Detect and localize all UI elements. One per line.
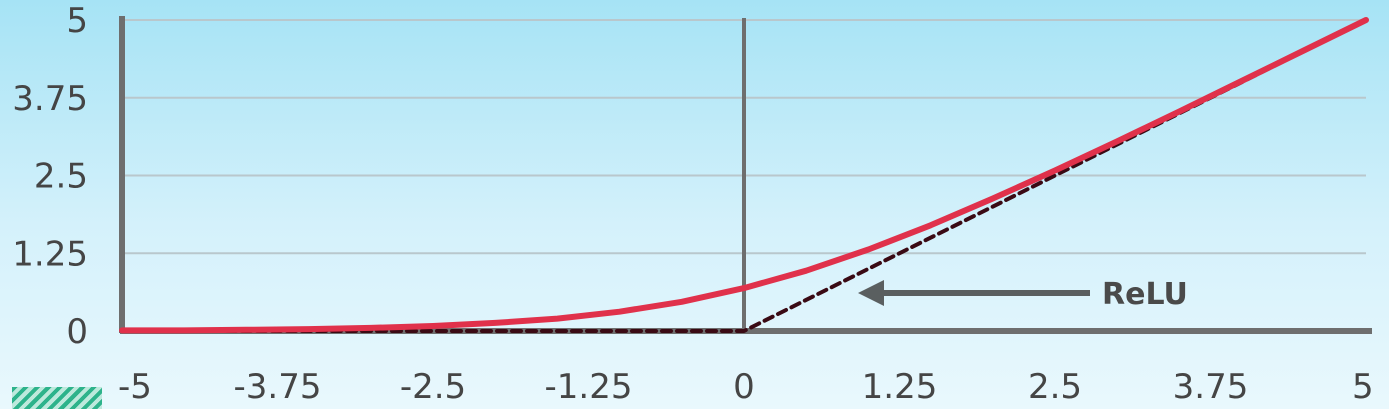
logo-mark-icon — [12, 387, 102, 409]
y-tick-label: 5 — [66, 1, 88, 41]
x-tick-label: -1.25 — [545, 367, 633, 407]
y-tick-label: 0 — [66, 312, 88, 352]
arrow-left-icon — [858, 280, 884, 306]
tick-labels: 0 1.25 2.5 3.75 5 -5 -3.75 -2.5 -1.25 0 1.25 2.5 3.7… — [12, 1, 1373, 407]
x-tick-label: 2.5 — [1028, 367, 1082, 407]
x-tick-label: 1.25 — [862, 367, 938, 407]
x-tick-label: -3.75 — [234, 367, 322, 407]
y-tick-label: 1.25 — [12, 234, 88, 274]
y-tick-label: 2.5 — [34, 157, 88, 197]
series-layer — [119, 17, 1369, 334]
annotation-label: ReLU — [1102, 277, 1188, 312]
series-smooth-curve — [119, 17, 1369, 334]
x-tick-label: 3.75 — [1173, 367, 1249, 407]
relu-annotation: ReLU — [858, 277, 1188, 312]
x-tick-label: -2.5 — [400, 367, 466, 407]
x-tick-label: 5 — [1352, 367, 1374, 407]
x-tick-label: 0 — [733, 367, 755, 407]
x-tick-label: -5 — [118, 367, 152, 407]
y-tick-label: 3.75 — [12, 79, 88, 119]
